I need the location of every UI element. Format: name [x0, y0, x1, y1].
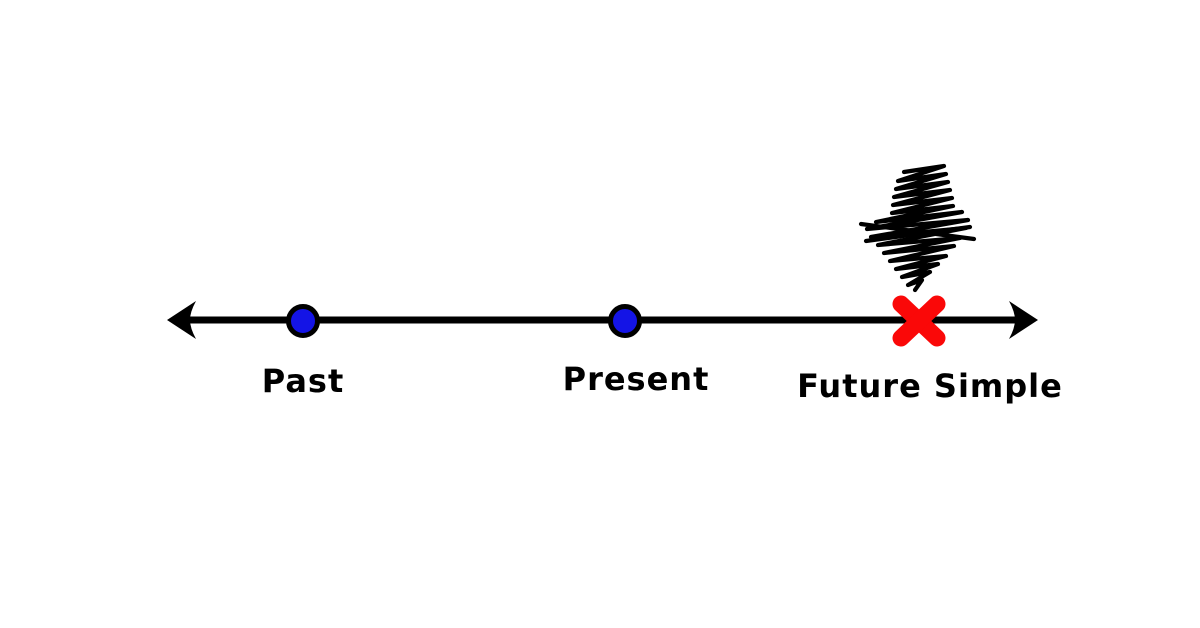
scribble-down-arrow-icon [858, 163, 977, 293]
arrow-left-icon [167, 301, 196, 339]
future-simple-x-marker [892, 295, 946, 347]
arrow-right-icon [1009, 301, 1038, 339]
past-label: Past [262, 362, 345, 400]
future-simple-label: Future Simple [797, 367, 1063, 405]
past-marker-dot [286, 304, 320, 338]
present-label: Present [563, 360, 710, 398]
present-marker-dot [608, 304, 642, 338]
